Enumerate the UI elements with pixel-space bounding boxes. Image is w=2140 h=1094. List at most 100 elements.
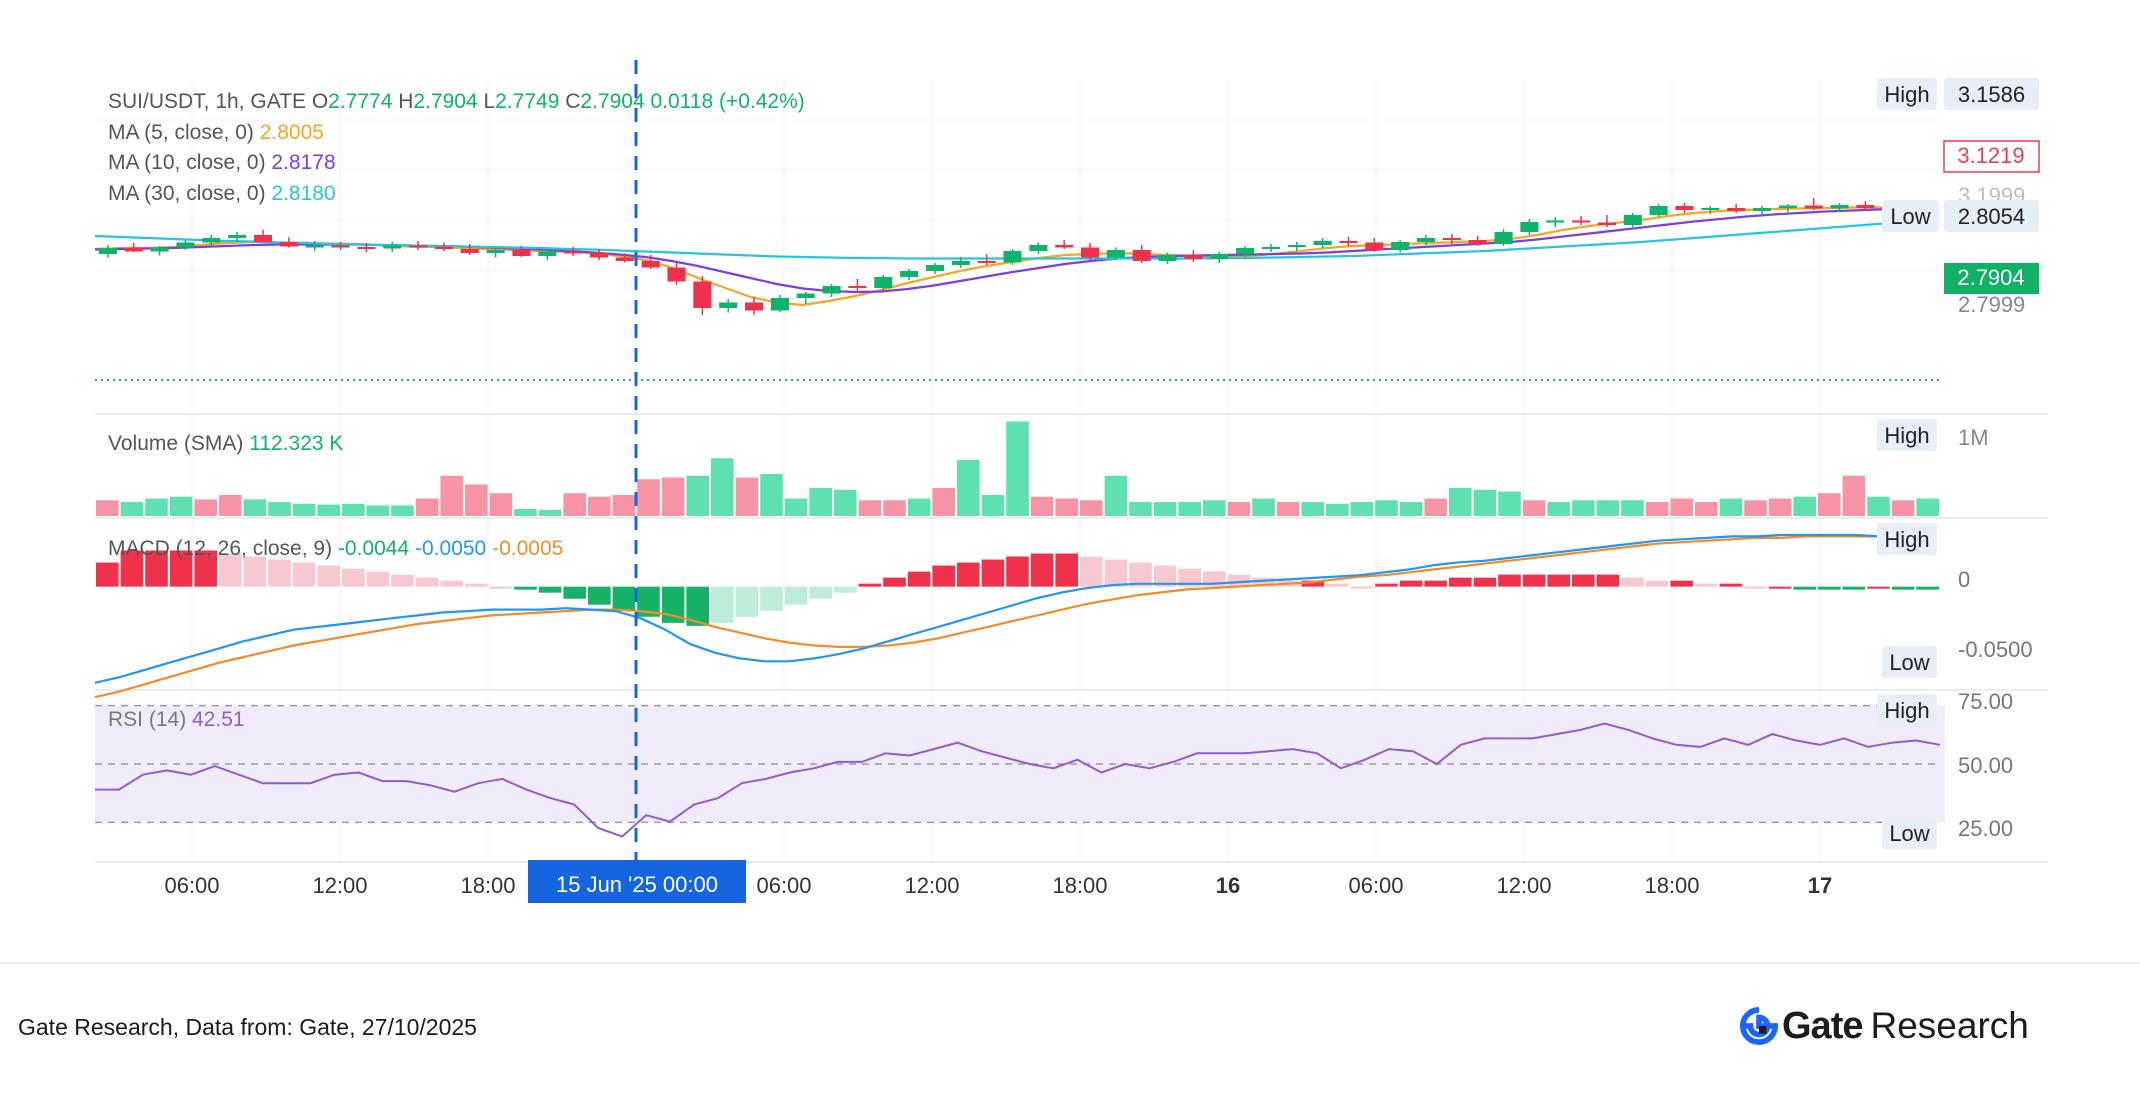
macd-histogram-bar <box>563 586 586 599</box>
volume-bar <box>1350 502 1374 516</box>
candle-body <box>1701 208 1720 210</box>
candle-body <box>1597 222 1616 225</box>
macd-histogram-bar <box>1252 577 1275 587</box>
macd-histogram-bar <box>1227 574 1251 587</box>
candle-body <box>124 248 143 252</box>
gridlines <box>95 80 2048 863</box>
candle-body <box>486 250 505 253</box>
time-tick-label: 16 <box>1216 873 1240 898</box>
macd-histogram-bar <box>391 574 414 587</box>
volume-bar <box>1867 496 1890 516</box>
time-tick-label: 18:00 <box>1052 873 1107 898</box>
macd-histogram-bar <box>96 562 119 587</box>
volume-bar <box>1203 500 1226 516</box>
candle-body <box>1494 232 1513 244</box>
macd-histogram-bar <box>514 586 537 590</box>
candle-body <box>538 251 557 256</box>
time-tick-label: 17 <box>1808 873 1832 898</box>
macd-histogram-bar <box>932 565 955 587</box>
volume-bar <box>1768 498 1792 516</box>
gate-research-logo: Gate Research <box>1740 1002 2029 1050</box>
volume-bar <box>1276 502 1300 516</box>
rsi-low-badge: Low <box>1889 821 1929 846</box>
price-high-value: 3.1586 <box>1958 82 2025 107</box>
candle-body <box>1391 242 1410 250</box>
candle-body <box>512 250 531 256</box>
candle-body <box>796 293 815 298</box>
volume-bar <box>1522 500 1546 516</box>
time-tick-label: 18:00 <box>460 873 515 898</box>
volume-bar <box>1055 498 1078 516</box>
volume-bar <box>1596 500 1620 516</box>
macd-title: MACD (12, 26, close, 9) <box>108 537 332 560</box>
volume-high-badge-bg <box>1877 419 1937 451</box>
candle-body <box>98 248 117 254</box>
volume-bar <box>317 504 340 516</box>
rsi-high-badge-bg <box>1877 694 1937 726</box>
volume-bar <box>1719 498 1743 516</box>
macd-histogram-bar <box>342 568 365 587</box>
volume-bar <box>145 498 168 516</box>
candle-body <box>176 242 195 248</box>
candle-body <box>951 261 970 265</box>
macd-histogram-bar <box>1916 586 1939 590</box>
macd-histogram-bar <box>1572 574 1595 587</box>
volume-bar <box>1399 502 1423 516</box>
price-low-value-bg <box>1944 200 2039 232</box>
candle-body <box>1210 254 1229 259</box>
macd-histogram-bar <box>735 586 759 617</box>
price-low-badge-bg <box>1882 200 1939 232</box>
volume-bar <box>1104 475 1128 516</box>
macd-low-value: -0.0500 <box>1958 637 2033 662</box>
rsi-25-value: 25.00 <box>1958 816 2013 841</box>
candle-body <box>1830 205 1849 209</box>
candle-body <box>1339 241 1358 243</box>
macd-histogram-bar <box>883 577 906 587</box>
candle-body <box>745 302 764 311</box>
footer: Gate Research, Data from: Gate, 27/10/20… <box>0 962 2140 1094</box>
volume-bar <box>907 498 931 516</box>
candle-body <box>1468 240 1487 244</box>
time-tick-label: 06:00 <box>1348 873 1403 898</box>
volume-bar <box>1227 502 1251 516</box>
crosshair-date-box <box>528 860 746 903</box>
price-high-value-bg <box>1944 78 2039 110</box>
candle-body <box>589 252 609 258</box>
candle-body <box>357 247 376 249</box>
ma10-legend: MA (10, close, 0) 2.8178 <box>108 151 336 174</box>
volume-bar <box>465 484 488 516</box>
candle-body <box>1856 205 1875 208</box>
macd-histogram-bar <box>1744 586 1767 589</box>
macd-signal-line <box>94 535 1930 699</box>
price-boxed-value: 3.1219 <box>1957 143 2024 168</box>
volume-bar <box>292 503 316 516</box>
candle-body <box>331 245 350 248</box>
volume-bar <box>366 505 390 516</box>
rsi-low-badge-bg <box>1882 817 1937 849</box>
volume-bar <box>563 493 586 516</box>
macd-zero-value: 0 <box>1958 567 1970 592</box>
volume-title: Volume (SMA) <box>108 432 243 455</box>
time-tick-label: 12:00 <box>904 873 959 898</box>
candle-body <box>1572 220 1591 223</box>
time-tick-label: 06:00 <box>756 873 811 898</box>
volume-bar <box>760 474 783 516</box>
candle-body <box>1546 220 1565 223</box>
candle-body <box>564 251 583 254</box>
volume-bar <box>1080 500 1103 516</box>
macd-histogram-bar <box>711 586 734 623</box>
time-axis: 06:00 12:00 18:00 06:00 12:00 18:00 16 06:00 12:… <box>164 860 1832 903</box>
candle-body <box>1287 245 1306 247</box>
volume-bar <box>391 505 414 516</box>
macd-histogram-bar <box>957 562 980 587</box>
macd-histogram-bar <box>1621 577 1644 587</box>
rsi-50-value: 50.00 <box>1958 753 2013 778</box>
volume-bar <box>1744 500 1767 516</box>
footer-credit: Gate Research, Data from: Gate, 27/10/20… <box>18 1014 477 1040</box>
candle-body <box>1080 247 1100 258</box>
volume-bar <box>686 475 709 516</box>
macd-histogram-bar <box>194 550 217 587</box>
volume-bar <box>1547 502 1570 516</box>
volume-panel <box>96 421 1939 516</box>
volume-bar <box>1301 502 1324 516</box>
